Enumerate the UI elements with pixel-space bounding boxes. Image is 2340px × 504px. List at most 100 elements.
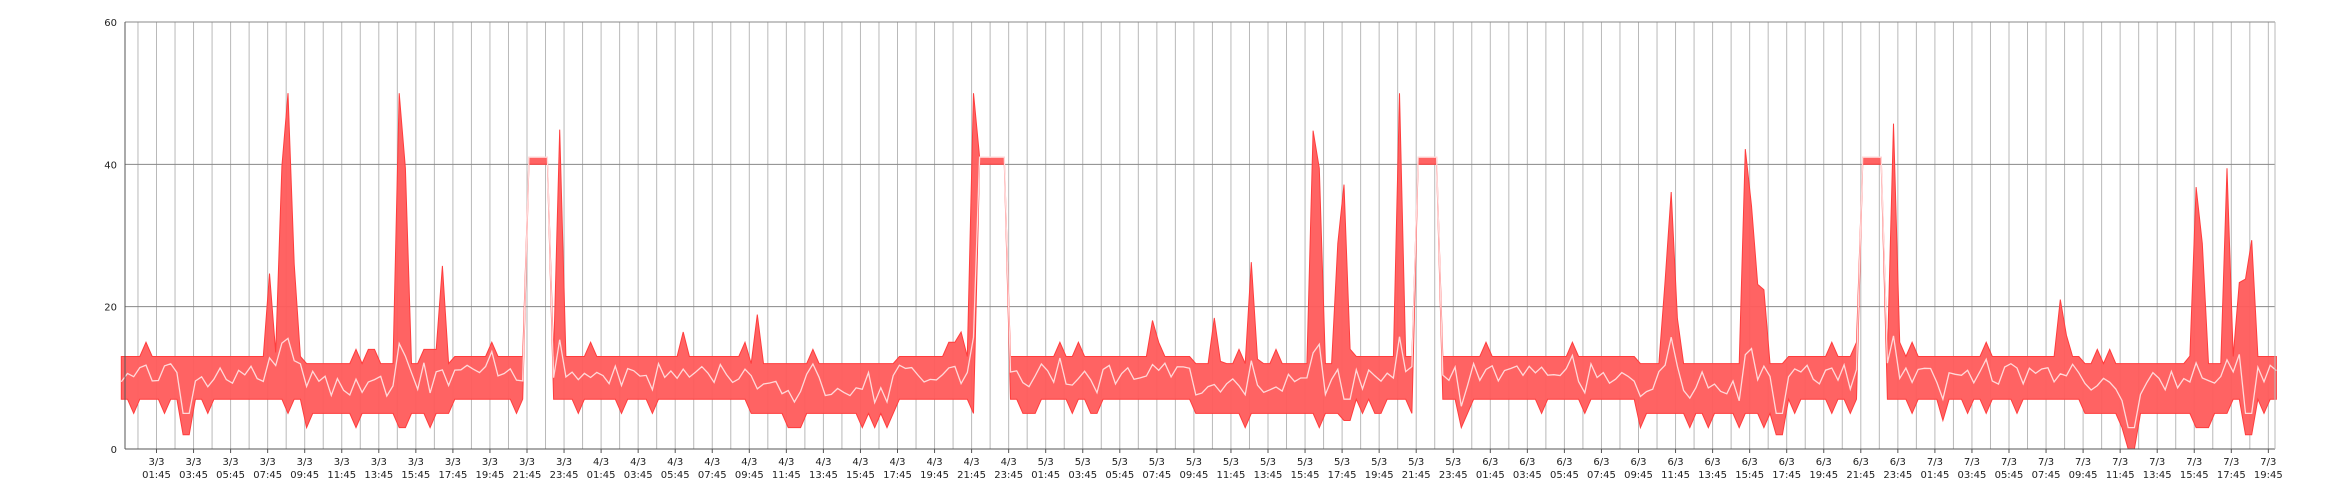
x-tick-label-date: 4/3 — [630, 457, 646, 468]
x-tick-label-date: 4/3 — [852, 457, 868, 468]
x-tick-label-date: 3/3 — [556, 457, 572, 468]
x-tick-label-time: 19:45 — [2254, 470, 2283, 481]
x-tick-label-time: 15:45 — [1735, 470, 1764, 481]
x-tick-label-time: 13:45 — [809, 470, 838, 481]
x-tick-label-date: 6/3 — [1705, 457, 1721, 468]
x-tick-label-time: 21:45 — [1402, 470, 1431, 481]
x-tick-label-date: 3/3 — [519, 457, 535, 468]
x-tick-label-date: 5/3 — [1149, 457, 1165, 468]
x-tick-label-date: 7/3 — [1927, 457, 1943, 468]
x-tick-label-time: 15:45 — [401, 470, 430, 481]
x-tick-label-date: 6/3 — [1779, 457, 1795, 468]
x-tick-label-time: 07:45 — [253, 470, 282, 481]
x-tick-label-time: 19:45 — [1809, 470, 1838, 481]
x-tick-label-time: 05:45 — [1105, 470, 1134, 481]
x-tick-label-time: 17:45 — [2217, 470, 2246, 481]
x-tick-label-date: 6/3 — [1482, 457, 1498, 468]
x-tick-label-date: 6/3 — [1816, 457, 1832, 468]
x-tick-label-time: 23:45 — [1883, 470, 1912, 481]
x-tick-label-date: 6/3 — [1742, 457, 1758, 468]
x-tick-label-time: 21:45 — [957, 470, 986, 481]
x-tick-label-time: 17:45 — [438, 470, 467, 481]
label-layer: 0 20 40 60 3/3 01:45 3/3 03:45 3/3 05:45 3/3 07:45 3… — [104, 18, 2282, 481]
x-tick-label-date: 4/3 — [704, 457, 720, 468]
x-tick-label-date: 7/3 — [2260, 457, 2276, 468]
y-tick-label: 60 — [104, 18, 117, 29]
x-tick-label-time: 15:45 — [846, 470, 875, 481]
x-tick-label-time: 13:45 — [2143, 470, 2172, 481]
x-tick-label-time: 11:45 — [1661, 470, 1690, 481]
x-tick-label-time: 09:45 — [2069, 470, 2098, 481]
x-tick-label-date: 5/3 — [1260, 457, 1276, 468]
x-tick-label-date: 3/3 — [482, 457, 498, 468]
x-tick-label-time: 13:45 — [1698, 470, 1727, 481]
x-tick-label-date: 7/3 — [2075, 457, 2091, 468]
x-tick-label-time: 09:45 — [1179, 470, 1208, 481]
x-tick-label-date: 4/3 — [593, 457, 609, 468]
x-tick-label-date: 3/3 — [297, 457, 313, 468]
x-tick-label-date: 5/3 — [1075, 457, 1091, 468]
x-tick-label-date: 4/3 — [667, 457, 683, 468]
x-tick-label-time: 01:45 — [1476, 470, 1505, 481]
x-tick-label-date: 5/3 — [1297, 457, 1313, 468]
x-tick-label-date: 6/3 — [1668, 457, 1684, 468]
x-tick-label-date: 5/3 — [1112, 457, 1128, 468]
x-tick-label-time: 07:45 — [2032, 470, 2061, 481]
x-tick-label-date: 3/3 — [408, 457, 424, 468]
x-tick-label-time: 07:45 — [1587, 470, 1616, 481]
x-tick-label-date: 5/3 — [1334, 457, 1350, 468]
x-tick-label-date: 7/3 — [2149, 457, 2165, 468]
x-tick-label-time: 05:45 — [1995, 470, 2024, 481]
x-tick-label-time: 23:45 — [550, 470, 579, 481]
x-tick-label-date: 7/3 — [2001, 457, 2017, 468]
x-tick-label-date: 3/3 — [186, 457, 202, 468]
x-tick-label-time: 01:45 — [1920, 470, 1949, 481]
x-tick-label-date: 3/3 — [334, 457, 350, 468]
x-tick-label-date: 4/3 — [889, 457, 905, 468]
x-tick-label-time: 23:45 — [994, 470, 1023, 481]
x-tick-label-time: 19:45 — [476, 470, 505, 481]
x-tick-label-time: 19:45 — [1365, 470, 1394, 481]
x-tick-label-time: 01:45 — [142, 470, 171, 481]
x-tick-label-time: 15:45 — [1291, 470, 1320, 481]
x-tick-label-date: 7/3 — [2038, 457, 2054, 468]
y-tick-label: 40 — [104, 160, 117, 171]
x-tick-label-date: 7/3 — [2223, 457, 2239, 468]
line-layer — [120, 156, 2277, 429]
x-tick-label-date: 6/3 — [1556, 457, 1572, 468]
x-tick-label-time: 03:45 — [1513, 470, 1542, 481]
x-tick-label-date: 5/3 — [1408, 457, 1424, 468]
x-tick-label-time: 09:45 — [290, 470, 319, 481]
x-tick-label-date: 4/3 — [1001, 457, 1017, 468]
x-tick-label-date: 6/3 — [1630, 457, 1646, 468]
x-tick-label-time: 13:45 — [1254, 470, 1283, 481]
x-tick-label-date: 7/3 — [2112, 457, 2128, 468]
x-tick-label-time: 11:45 — [1217, 470, 1246, 481]
x-tick-label-date: 7/3 — [2186, 457, 2202, 468]
x-tick-label-date: 4/3 — [964, 457, 980, 468]
x-tick-label-date: 3/3 — [371, 457, 387, 468]
x-tick-label-time: 11:45 — [772, 470, 801, 481]
x-tick-label-time: 21:45 — [1846, 470, 1875, 481]
x-tick-label-date: 6/3 — [1593, 457, 1609, 468]
x-tick-label-date: 3/3 — [445, 457, 461, 468]
x-tick-label-time: 17:45 — [1772, 470, 1801, 481]
x-tick-label-date: 4/3 — [815, 457, 831, 468]
x-tick-label-time: 05:45 — [216, 470, 245, 481]
band-layer — [120, 93, 2277, 450]
x-tick-label-time: 03:45 — [179, 470, 208, 481]
x-tick-label-time: 21:45 — [513, 470, 542, 481]
y-tick-label: 20 — [104, 303, 117, 314]
x-tick-label-time: 03:45 — [1958, 470, 1987, 481]
x-tick-label-date: 3/3 — [260, 457, 276, 468]
x-tick-label-time: 09:45 — [735, 470, 764, 481]
x-tick-label-time: 01:45 — [587, 470, 616, 481]
x-tick-label-date: 5/3 — [1445, 457, 1461, 468]
x-tick-label-time: 03:45 — [624, 470, 653, 481]
x-tick-label-date: 6/3 — [1853, 457, 1869, 468]
x-tick-label-time: 03:45 — [1068, 470, 1097, 481]
x-tick-label-date: 4/3 — [778, 457, 794, 468]
x-tick-label-time: 01:45 — [1031, 470, 1060, 481]
y-tick-label: 0 — [111, 445, 117, 456]
x-tick-label-time: 15:45 — [2180, 470, 2209, 481]
